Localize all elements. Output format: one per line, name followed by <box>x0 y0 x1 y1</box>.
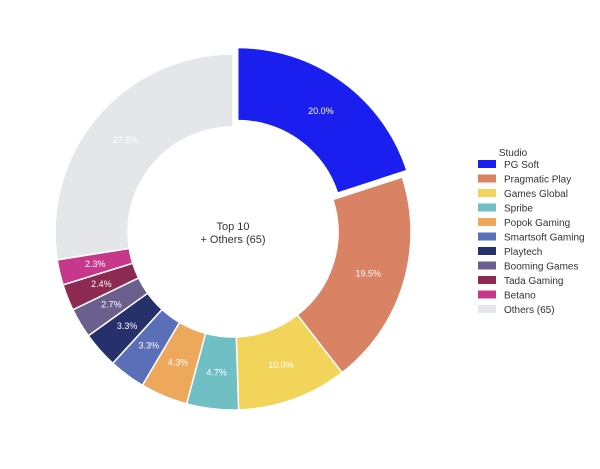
legend-label: PG Soft <box>504 160 539 171</box>
slice-label-smartsoft-gaming: 3.3% <box>138 341 159 351</box>
legend-swatch <box>478 218 496 226</box>
slice-labels-group: 20.0% 19.5% 10.0% 4.7% 4.3% 3.3%3.3% 2.7% 2.4% 2… <box>85 106 381 377</box>
legend-label: Spribe <box>504 204 533 215</box>
slice-label-popok-gaming: 4.3% <box>168 357 189 367</box>
legend-label: Smartsoft Gaming <box>504 233 585 244</box>
legend-item-pragmatic-play[interactable]: Pragmatic Play <box>478 174 571 186</box>
legend-item-booming-games[interactable]: Booming Games <box>478 261 578 273</box>
legend-item-betano[interactable]: Betano <box>478 290 536 302</box>
legend-swatch <box>478 290 496 299</box>
slice-label-betano: 2.3% <box>85 259 106 269</box>
slice-label-pg-soft: 20.0% <box>308 106 334 116</box>
slice-label-playtech: 3.3% <box>117 321 138 331</box>
legend-item-others-65[interactable]: Others (65) <box>478 305 555 316</box>
slice-label-games-global: 10.0% <box>268 360 294 370</box>
slice-others-65[interactable] <box>54 53 234 261</box>
legend-swatch <box>478 174 496 183</box>
slice-label-tada-gaming: 2.4% <box>91 279 112 289</box>
legend-item-popok-gaming[interactable]: Popok Gaming <box>478 218 570 229</box>
legend-label: Booming Games <box>504 262 578 273</box>
legend: Studio PG Soft Pragmatic Play Games Global… <box>478 148 585 316</box>
legend-item-pg-soft[interactable]: PG Soft <box>478 160 539 171</box>
legend-item-smartsoft-gaming[interactable]: Smartsoft Gaming <box>478 232 585 244</box>
legend-label: Others (65) <box>504 305 555 316</box>
legend-swatch <box>478 276 496 284</box>
legend-label: Playtech <box>504 247 542 258</box>
slice-label-spribe: 4.7% <box>206 368 227 378</box>
legend-swatch <box>478 305 496 313</box>
center-label-line-2: + Others (65) <box>200 234 265 246</box>
legend-label: Betano <box>504 291 536 302</box>
legend-swatch <box>478 203 496 212</box>
legend-swatch <box>478 232 496 241</box>
legend-item-games-global[interactable]: Games Global <box>478 189 568 200</box>
slice-pg-soft[interactable] <box>236 46 408 195</box>
legend-swatch <box>478 160 496 168</box>
legend-swatch <box>478 189 496 197</box>
legend-label: Pragmatic Play <box>504 175 571 186</box>
legend-item-spribe[interactable]: Spribe <box>478 203 533 215</box>
center-label-line-1: Top 10 <box>216 221 249 233</box>
legend-label: Popok Gaming <box>504 218 570 229</box>
slice-label-pragmatic-play: 19.5% <box>355 269 381 279</box>
slice-label-booming-games: 2.7% <box>101 299 122 309</box>
legend-item-playtech[interactable]: Playtech <box>478 247 542 258</box>
slice-label-others-65: 27.5% <box>113 135 139 145</box>
legend-label: Tada Gaming <box>504 276 563 287</box>
legend-swatch <box>478 261 496 270</box>
legend-title: Studio <box>499 148 528 159</box>
legend-label: Games Global <box>504 189 568 200</box>
legend-item-tada-gaming[interactable]: Tada Gaming <box>478 276 563 287</box>
legend-swatch <box>478 247 496 255</box>
slices-group <box>54 46 412 411</box>
